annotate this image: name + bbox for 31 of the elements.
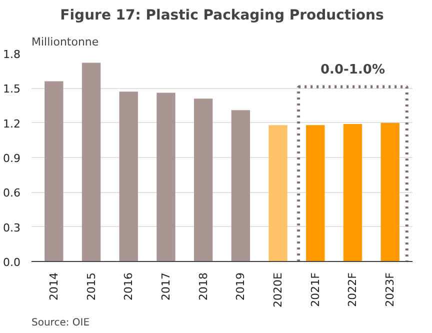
bar <box>156 92 176 262</box>
y-tick-label: 0.6 <box>3 186 21 200</box>
y-tick-label: 0.9 <box>3 152 21 165</box>
bar <box>343 124 362 262</box>
x-tick-label: 2022F <box>346 272 360 307</box>
y-tick-label: 1.8 <box>3 48 21 61</box>
x-tick-label: 2015 <box>84 272 98 300</box>
x-tick-label: 2019 <box>234 272 248 300</box>
bar <box>380 122 400 262</box>
x-tick-label: 2021F <box>308 272 322 307</box>
bar <box>306 125 325 262</box>
x-tick-label: 2014 <box>47 272 60 300</box>
x-tick-label: 2023F <box>384 272 397 307</box>
x-tick-label: 2020E <box>272 272 285 308</box>
bar <box>194 98 213 262</box>
bar <box>119 92 138 262</box>
y-tick-label: 1.2 <box>3 117 21 130</box>
x-tick-label: 2016 <box>122 272 136 300</box>
source-note: Source: OIE <box>32 318 90 328</box>
x-tick-label: 2017 <box>159 272 172 300</box>
bar <box>268 125 288 262</box>
bar <box>44 81 64 262</box>
y-tick-label: 1.5 <box>3 82 21 96</box>
bar <box>82 62 101 262</box>
x-tick-label: 2018 <box>196 272 210 300</box>
y-tick-label: 0.3 <box>3 221 21 234</box>
bar <box>231 110 250 262</box>
annotation: 0.0-1.0% <box>320 62 385 78</box>
chart-title: Figure 17: Plastic Packaging Productions <box>60 8 384 24</box>
y-tick-label: 0.0 <box>3 256 21 269</box>
y-axis-title: Milliontonne <box>32 36 99 48</box>
